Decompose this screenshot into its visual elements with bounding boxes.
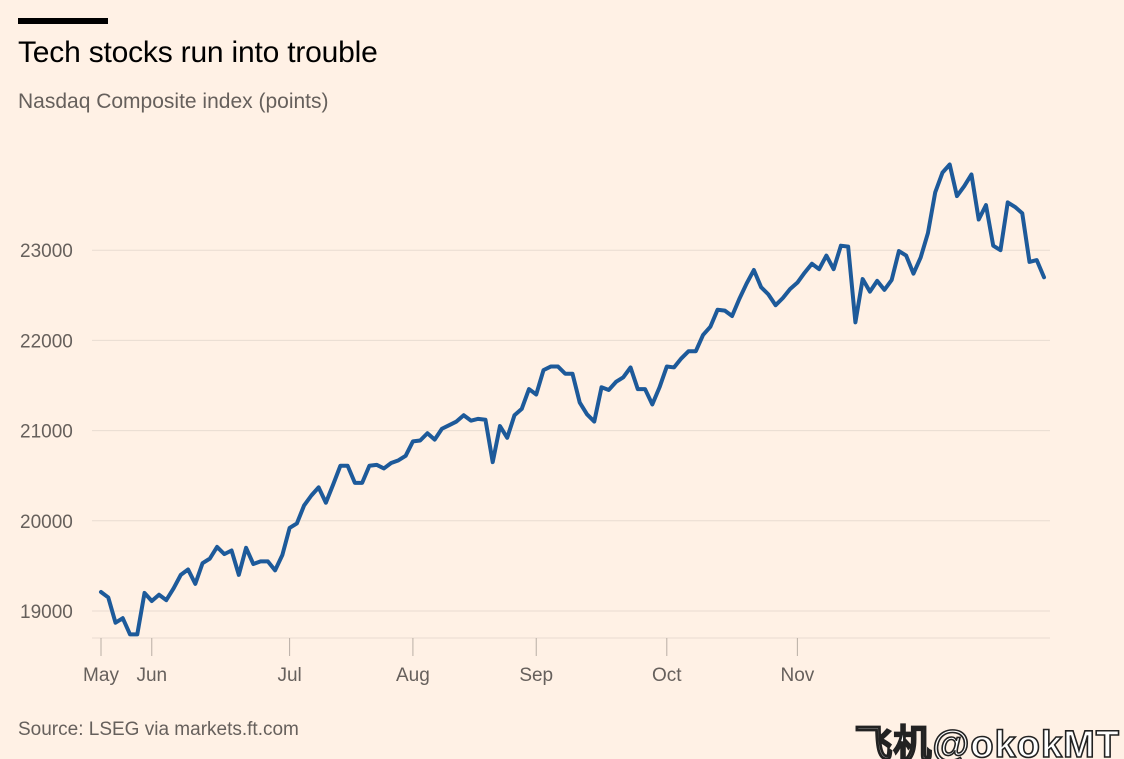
watermark-text: 飞机@okokMT [854, 723, 1120, 759]
header-rule [18, 18, 108, 24]
series-line-nasdaq-composite [99, 162, 1046, 637]
x-tick-label: Sep [519, 665, 553, 686]
x-tick-label: Jun [136, 665, 167, 686]
x-tick-label: Oct [652, 665, 682, 686]
y-tick-label: 20000 [20, 512, 73, 533]
y-tick-label: 19000 [20, 602, 73, 623]
x-tick-label: Jul [277, 665, 301, 686]
y-tick-label: 21000 [20, 422, 73, 443]
source-note: Source: LSEG via markets.ft.com [18, 719, 299, 740]
x-tick-label: Aug [396, 665, 430, 686]
y-tick-label: 23000 [20, 241, 73, 262]
chart-subtitle: Nasdaq Composite index (points) [18, 90, 329, 113]
y-tick-label: 22000 [20, 331, 73, 352]
x-tick-label: Nov [780, 665, 814, 686]
x-tick-label: May [83, 665, 119, 686]
chart-title: Tech stocks run into trouble [18, 36, 378, 69]
